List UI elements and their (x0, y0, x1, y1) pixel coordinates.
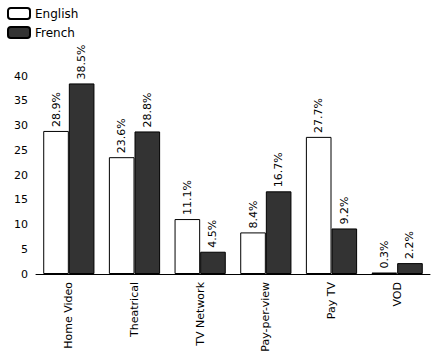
svg-text:28.9%: 28.9% (50, 92, 63, 127)
svg-text:2.2%: 2.2% (403, 231, 416, 259)
svg-text:TV Network: TV Network (194, 281, 207, 346)
svg-text:40: 40 (14, 70, 28, 83)
svg-text:38.5%: 38.5% (75, 44, 88, 79)
svg-text:15: 15 (14, 193, 28, 206)
svg-text:27.7%: 27.7% (312, 98, 325, 133)
svg-text:French: French (35, 26, 75, 40)
svg-text:8.4%: 8.4% (247, 200, 260, 228)
svg-text:10: 10 (14, 218, 28, 231)
svg-text:28.8%: 28.8% (141, 92, 154, 127)
svg-text:Pay-per-view: Pay-per-view (259, 282, 272, 352)
svg-text:0.3%: 0.3% (378, 241, 391, 269)
svg-text:30: 30 (14, 119, 28, 132)
svg-text:35: 35 (14, 94, 28, 107)
svg-text:23.6%: 23.6% (115, 118, 128, 153)
svg-text:25: 25 (14, 144, 28, 157)
svg-text:11.1%: 11.1% (181, 180, 194, 215)
svg-text:16.7%: 16.7% (272, 152, 285, 187)
svg-text:Theatrical: Theatrical (128, 282, 141, 338)
svg-text:VOD: VOD (391, 282, 404, 306)
svg-text:Home Video: Home Video (62, 282, 75, 349)
svg-text:4.5%: 4.5% (206, 220, 219, 248)
svg-text:20: 20 (14, 169, 28, 182)
svg-text:English: English (35, 7, 78, 21)
svg-text:0: 0 (21, 268, 28, 281)
svg-text:Pay TV: Pay TV (325, 282, 338, 320)
svg-text:9.2%: 9.2% (338, 197, 351, 225)
svg-text:5: 5 (21, 243, 28, 256)
